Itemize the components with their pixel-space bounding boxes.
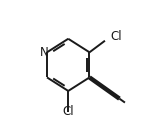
Text: Cl: Cl — [62, 105, 74, 118]
Text: N: N — [40, 46, 48, 59]
Text: Cl: Cl — [111, 30, 122, 43]
